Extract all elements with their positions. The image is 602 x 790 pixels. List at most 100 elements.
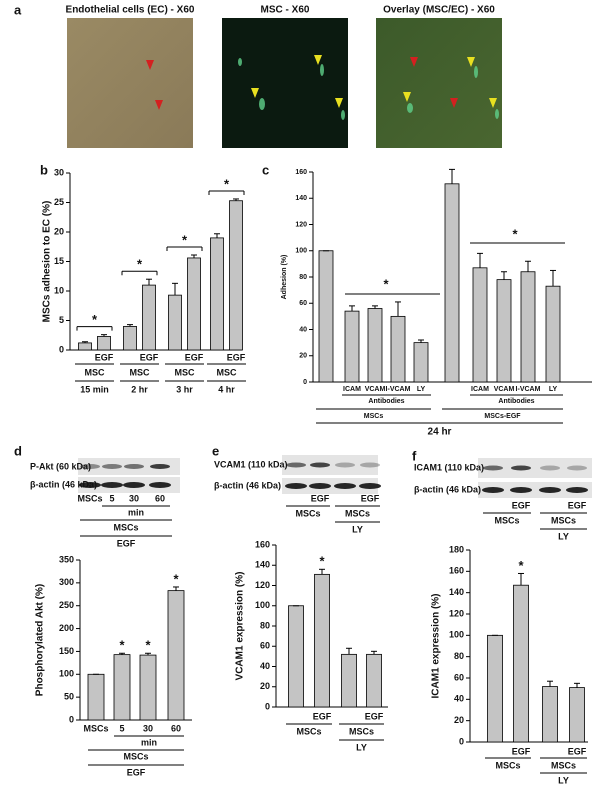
x-tick-label: ICAM <box>471 386 489 393</box>
bar <box>78 342 92 351</box>
blot-band <box>101 482 123 488</box>
y-tick-label: 60 <box>260 641 270 651</box>
blot-band <box>149 482 171 488</box>
blot-band <box>566 487 588 493</box>
y-axis-label: Phosphorylated Akt (%) <box>35 584 46 696</box>
y-tick-label: 100 <box>449 630 464 640</box>
y-tick-label: 180 <box>449 544 464 554</box>
time-label: 24 hr <box>428 427 452 438</box>
bar <box>444 183 460 383</box>
y-tick-label: 300 <box>59 577 74 587</box>
group-label: MSCs <box>551 760 576 770</box>
bar <box>496 279 512 383</box>
micrograph <box>67 18 193 148</box>
bar <box>569 687 585 743</box>
blot-band <box>567 465 587 471</box>
y-axis-label: VCAM1 expression (%) <box>235 572 246 681</box>
x-tick-label: EGF <box>313 711 332 721</box>
bar <box>142 284 156 351</box>
bar <box>341 653 357 708</box>
y-tick-label: 350 <box>59 554 74 564</box>
significance: * <box>383 276 389 291</box>
micrograph <box>376 18 502 148</box>
y-tick-label: 80 <box>299 274 307 281</box>
bar <box>545 285 561 383</box>
group-label: MSC <box>217 367 238 377</box>
blot-band <box>539 487 561 493</box>
bar <box>413 342 429 383</box>
panel-letter: b <box>40 162 48 177</box>
y-tick-label: 5 <box>59 315 64 325</box>
y-tick-label: 20 <box>454 715 464 725</box>
lane-label: EGF <box>311 493 330 503</box>
y-axis-label: MSCs adhesion to EC (%) <box>42 201 53 323</box>
significance: * <box>182 232 188 247</box>
group-label: MSCs <box>364 413 384 420</box>
panel-letter: d <box>14 443 22 458</box>
bar <box>542 686 558 743</box>
significance: * <box>319 554 325 569</box>
blot-band <box>482 487 504 493</box>
blot-band <box>510 487 532 493</box>
group-label: MSCs <box>495 760 520 770</box>
blot-band <box>335 462 355 468</box>
blot-label: P-Akt (60 kDa) <box>30 461 91 471</box>
y-tick-label: 20 <box>260 681 270 691</box>
subgroup-label: Antibodies <box>498 398 534 405</box>
y-tick-label: 140 <box>255 560 270 570</box>
y-tick-label: 60 <box>454 672 464 682</box>
y-tick-label: 40 <box>299 326 307 333</box>
treatment-label: EGF <box>117 538 136 548</box>
x-tick-label: EGF <box>140 352 159 362</box>
bar <box>367 308 383 383</box>
inhibitor-label: LY <box>356 742 367 752</box>
y-tick-label: 40 <box>454 694 464 704</box>
blot-band <box>150 464 170 469</box>
arrows <box>146 55 497 110</box>
significance: * <box>224 176 230 191</box>
group-label: MSC <box>85 367 106 377</box>
x-tick-label: I-VCAM <box>516 386 541 393</box>
western-blot <box>478 482 592 498</box>
treatment-label: EGF <box>127 767 146 777</box>
blot-band <box>79 482 101 488</box>
significance: * <box>518 558 524 573</box>
x-tick-label: 60 <box>171 723 181 733</box>
blot-label: VCAM1 (110 kDa) <box>214 459 288 469</box>
bar <box>318 250 334 383</box>
bar <box>167 590 185 721</box>
blot-band <box>360 462 380 468</box>
y-tick-label: 0 <box>69 714 74 724</box>
y-axis-label: ICAM1 expression (%) <box>431 593 442 698</box>
x-tick-label: 30 <box>143 723 153 733</box>
y-tick-label: 120 <box>255 580 270 590</box>
bar <box>113 654 131 721</box>
lane-label: 60 <box>155 493 165 503</box>
panel-letter: e <box>212 443 219 458</box>
x-tick-label: EGF <box>227 352 246 362</box>
blot-band <box>483 465 503 471</box>
blot-band <box>511 465 531 471</box>
bar <box>472 267 488 383</box>
y-tick-label: 30 <box>54 167 64 177</box>
blot-band <box>540 465 560 471</box>
group-label: MSCs <box>123 751 148 761</box>
x-tick-label: LY <box>549 386 558 393</box>
significance: * <box>173 571 179 586</box>
bar <box>187 257 201 351</box>
x-tick-label: EGF <box>95 352 114 362</box>
x-tick-label: EGF <box>512 746 531 756</box>
y-tick-label: 0 <box>459 736 464 746</box>
group-label: MSCs <box>345 508 370 518</box>
y-tick-label: 40 <box>260 661 270 671</box>
blot-band <box>310 462 330 468</box>
blot-band <box>80 464 100 469</box>
x-tick-label: EGF <box>568 746 587 756</box>
bar <box>288 605 304 708</box>
y-tick-label: 10 <box>54 285 64 295</box>
blot-label: ICAM1 (110 kDa) <box>414 462 484 472</box>
inhibitor-label: LY <box>558 775 569 785</box>
blot-band <box>123 482 145 488</box>
bar <box>513 584 529 743</box>
